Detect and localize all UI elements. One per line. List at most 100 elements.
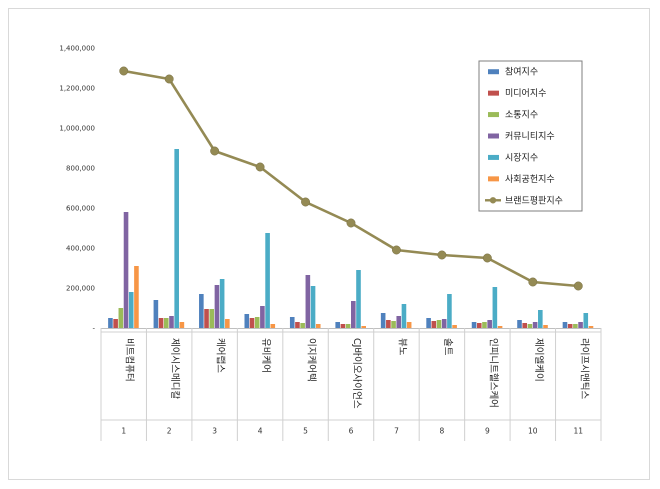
- bar-4-미디어지수: [249, 318, 255, 328]
- brand-index-point-9: [482, 253, 492, 263]
- bar-6-커뮤니티지수: [351, 301, 356, 328]
- bar-8-커뮤니티지수: [441, 319, 447, 328]
- y-tick-label: 1,200,000: [59, 85, 95, 93]
- category-index-10: 10: [528, 427, 538, 436]
- brand-index-point-7: [392, 245, 401, 255]
- bar-11-커뮤니티지수: [578, 322, 583, 328]
- category-label-7: 뷰노: [396, 338, 407, 356]
- bar-11-시장지수: [583, 313, 589, 328]
- category-index-1: 1: [121, 427, 126, 436]
- bar-1-커뮤니티지수: [123, 212, 129, 328]
- y-tick-label: 600,000: [66, 205, 95, 213]
- bar-9-사회공헌지수: [497, 326, 503, 328]
- bar-8-사회공헌지수: [452, 325, 457, 328]
- bar-1-소통지수: [118, 308, 124, 328]
- legend-line-marker: [489, 197, 497, 204]
- brand-index-point-8: [437, 250, 447, 260]
- bar-7-커뮤니티지수: [396, 316, 402, 328]
- legend-label-line: 브랜드평판지수: [505, 195, 563, 206]
- bar-2-시장지수: [174, 149, 179, 328]
- bar-2-참여지수: [153, 300, 159, 328]
- y-tick-label: 1,000,000: [59, 125, 95, 133]
- bar-10-커뮤니티지수: [532, 322, 538, 328]
- category-index-5: 5: [303, 427, 308, 436]
- category-label-9: 인피니트헬스케어: [487, 338, 498, 408]
- brand-reputation-chart: - 200,000 400,000 600,000 800,000 1,000,000 1,…: [59, 45, 602, 441]
- brand-index-point-5: [301, 197, 310, 207]
- category-label-6: CJ바이오사이언스: [351, 338, 363, 409]
- legend-swatch-6: [488, 176, 499, 182]
- bar-9-시장지수: [492, 287, 498, 328]
- brand-index-point-6: [346, 218, 356, 228]
- bar-4-커뮤니티지수: [260, 306, 265, 328]
- legend-label-1: 참여지수: [505, 66, 538, 78]
- bar-2-소통지수: [163, 318, 169, 328]
- bar-5-참여지수: [289, 317, 295, 328]
- brand-index-point-10: [528, 277, 538, 287]
- legend-label-3: 소통지수: [505, 110, 538, 121]
- y-tick-label: 800,000: [66, 165, 95, 173]
- legend-swatch-3: [488, 112, 499, 118]
- bar-9-참여지수: [471, 322, 477, 328]
- legend-swatch-1: [488, 69, 499, 75]
- bar-5-소통지수: [300, 323, 305, 328]
- y-tick-label: 200,000: [66, 285, 95, 293]
- bar-3-소통지수: [209, 309, 215, 328]
- bar-10-시장지수: [538, 310, 543, 328]
- category-index-3: 3: [212, 427, 217, 436]
- category-label-2: 제이시스메디칼: [169, 338, 180, 399]
- bar-6-참여지수: [335, 322, 340, 328]
- bar-7-시장지수: [401, 304, 407, 328]
- bar-3-미디어지수: [204, 309, 209, 328]
- bar-3-참여지수: [199, 294, 204, 328]
- bar-8-미디어지수: [431, 321, 437, 328]
- chart-frame: - 200,000 400,000 600,000 800,000 1,000,000 1,…: [8, 8, 650, 480]
- category-index-7: 7: [394, 427, 399, 436]
- bar-4-소통지수: [254, 317, 260, 328]
- bar-5-미디어지수: [295, 322, 300, 328]
- legend-swatch-4: [488, 133, 499, 139]
- category-index-2: 2: [167, 427, 172, 436]
- bar-1-참여지수: [108, 318, 113, 328]
- bar-6-소통지수: [345, 324, 351, 328]
- legend-swatch-2: [488, 90, 499, 96]
- bar-5-시장지수: [310, 286, 316, 328]
- bar-6-시장지수: [356, 270, 361, 328]
- category-index-8: 8: [440, 427, 445, 436]
- bar-5-커뮤니티지수: [305, 275, 311, 328]
- brand-index-point-3: [210, 146, 220, 156]
- legend-label-4: 커뮤니티지수: [505, 131, 555, 142]
- category-index-6: 6: [349, 427, 354, 436]
- brand-index-point-1: [119, 66, 129, 76]
- bar-5-사회공헌지수: [315, 324, 321, 328]
- bar-11-참여지수: [562, 322, 568, 328]
- bar-3-시장지수: [219, 279, 225, 328]
- legend-label-5: 시장지수: [505, 152, 538, 163]
- bar-9-커뮤니티지수: [487, 320, 492, 328]
- bar-7-참여지수: [380, 313, 386, 328]
- category-index-11: 11: [573, 427, 583, 436]
- bar-1-사회공헌지수: [134, 266, 139, 328]
- category-index-4: 4: [258, 427, 263, 436]
- bar-4-사회공헌지수: [270, 324, 276, 328]
- bar-8-시장지수: [447, 294, 452, 328]
- bar-7-사회공헌지수: [406, 322, 412, 328]
- category-label-1: 비트컴퓨터: [124, 338, 136, 382]
- bar-3-사회공헌지수: [225, 319, 230, 328]
- bar-10-참여지수: [517, 320, 522, 328]
- bar-6-미디어지수: [340, 324, 346, 328]
- bar-9-소통지수: [482, 322, 487, 328]
- legend-swatch-5: [488, 154, 499, 160]
- bar-1-시장지수: [128, 292, 134, 328]
- category-label-3: 케어랩스: [215, 338, 227, 373]
- category-label-8: 솔트: [442, 338, 453, 356]
- bar-6-사회공헌지수: [361, 326, 366, 328]
- bar-8-참여지수: [426, 318, 431, 328]
- bar-9-미디어지수: [476, 323, 482, 328]
- bar-1-미디어지수: [113, 319, 118, 328]
- bar-8-소통지수: [436, 320, 442, 328]
- category-label-11: 라이프시맨틱스: [578, 338, 590, 399]
- legend-label-6: 사회공헌지수: [505, 174, 555, 185]
- bar-10-소통지수: [527, 324, 533, 328]
- y-tick-label: 1,400,000: [59, 45, 95, 53]
